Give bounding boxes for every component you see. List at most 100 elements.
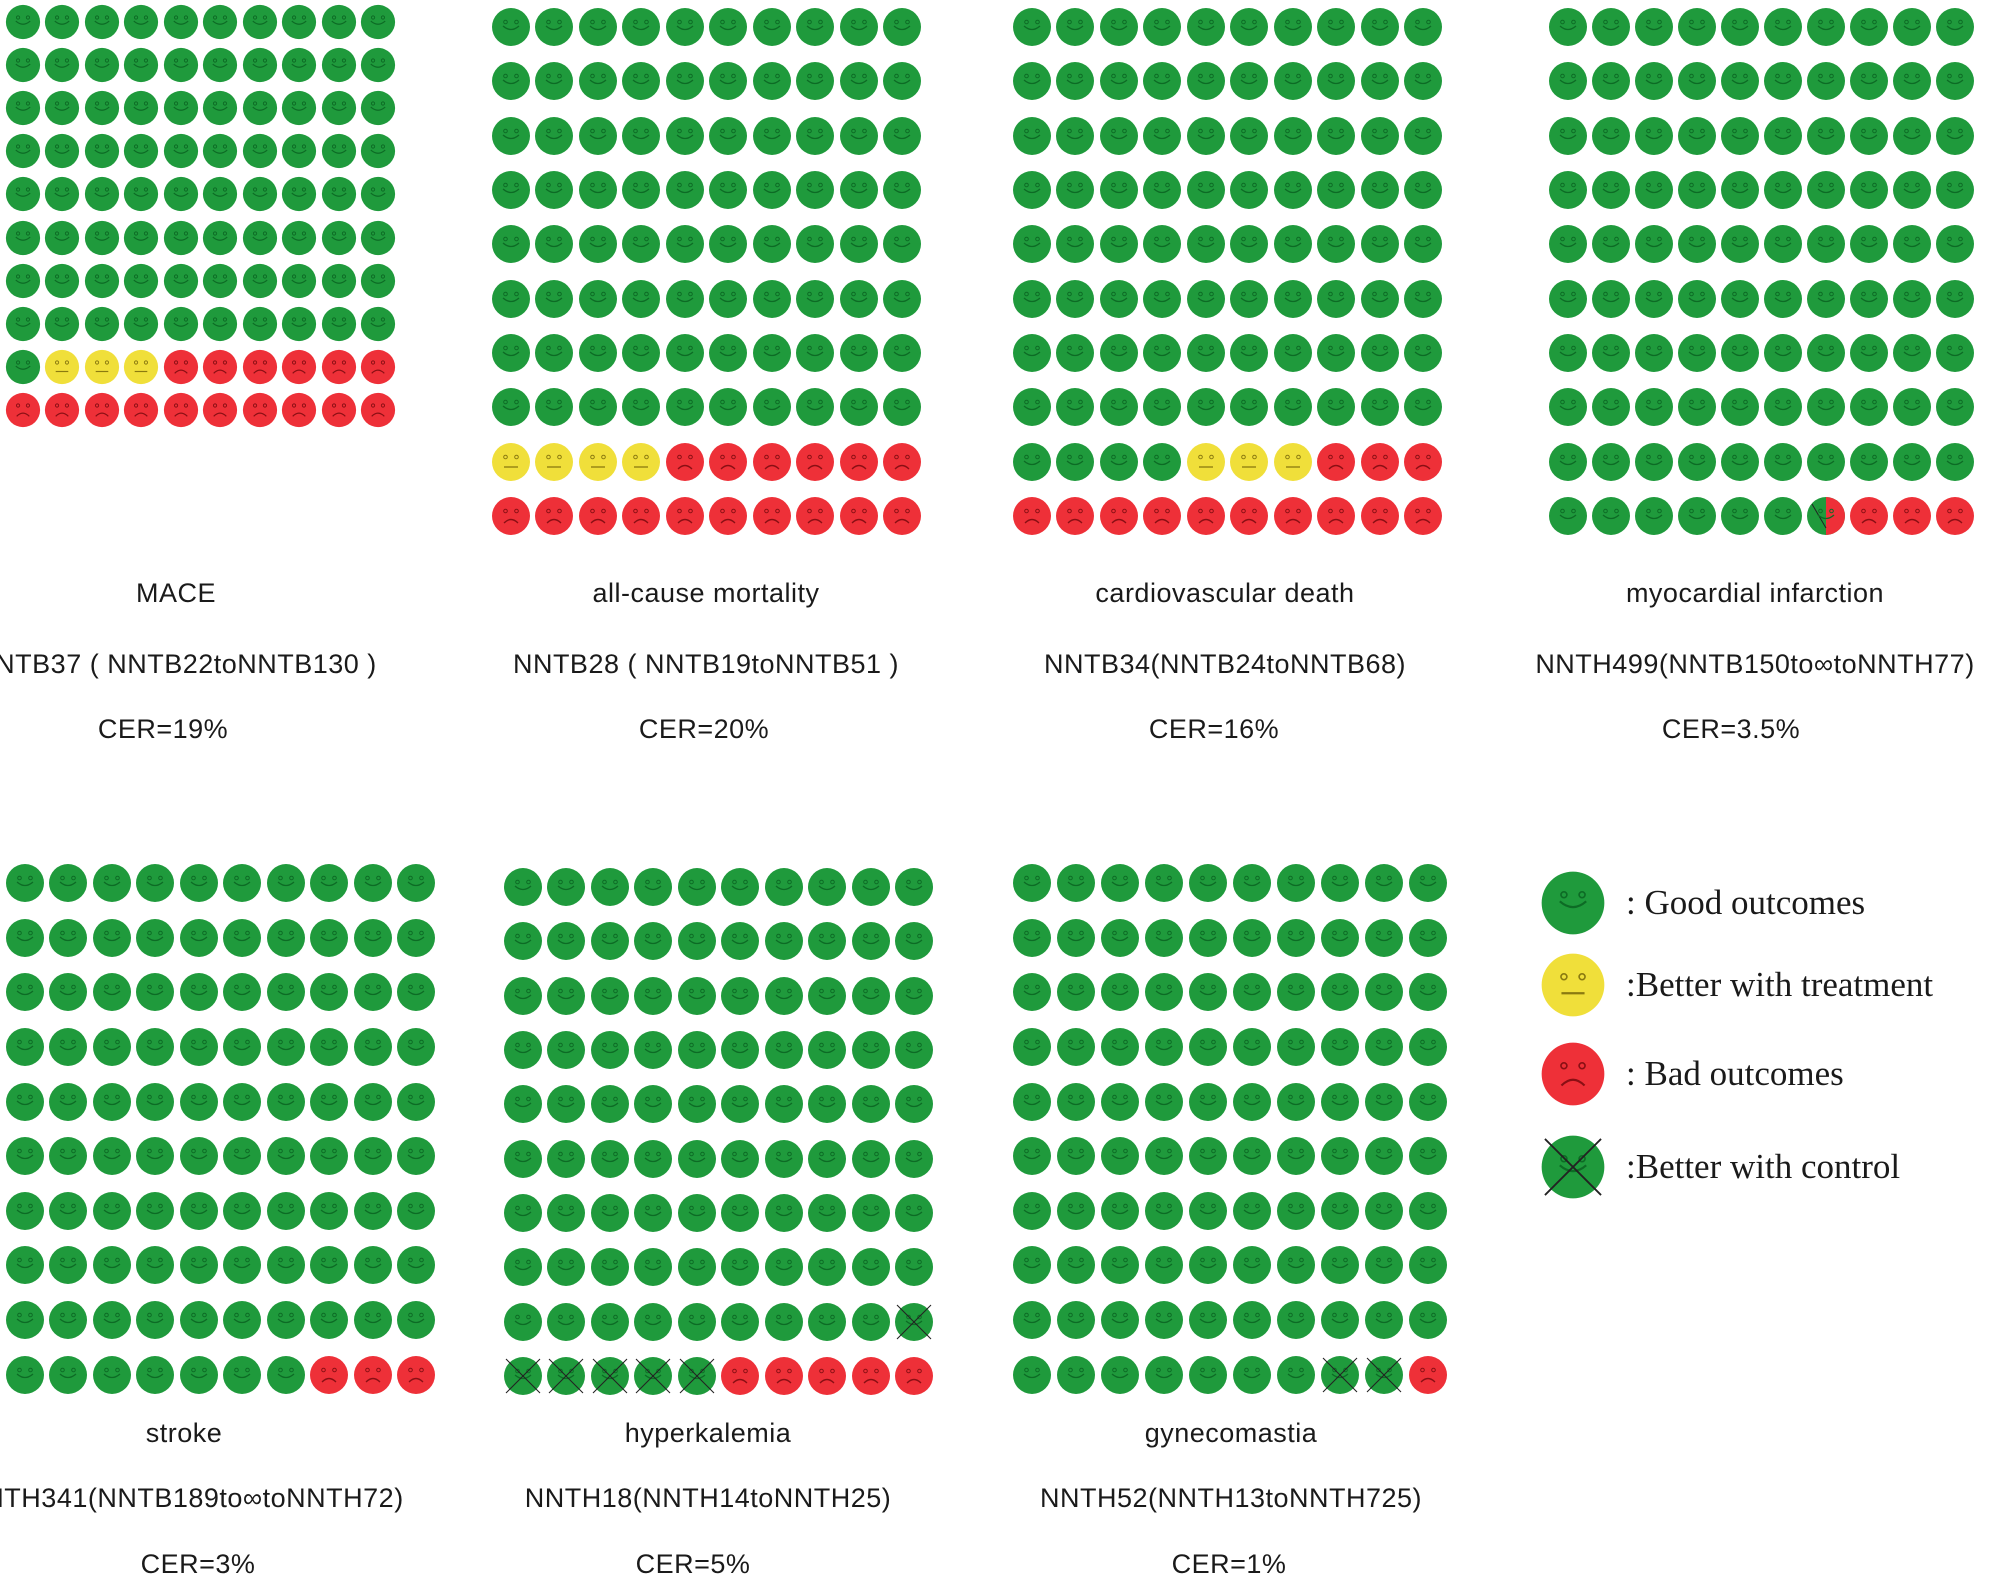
good-outcome-face-icon (1186, 1347, 1230, 1402)
good-outcome-face-icon (82, 86, 122, 129)
good-outcome-face-icon (501, 1023, 545, 1077)
good-outcome-face-icon (1718, 380, 1761, 434)
face-grid (489, 0, 924, 543)
good-outcome-face-icon (1274, 856, 1318, 911)
good-outcome-face-icon (837, 217, 881, 271)
good-outcome-face-icon (1098, 1184, 1142, 1239)
good-outcome-face-icon (201, 130, 241, 173)
panel-title: stroke (145, 1418, 223, 1448)
good-outcome-face-icon (201, 302, 241, 345)
good-outcome-face-icon (1406, 1020, 1450, 1075)
good-outcome-face-icon (3, 856, 47, 911)
bad-outcome-face-icon (489, 489, 533, 543)
good-outcome-face-icon (47, 965, 91, 1020)
good-outcome-face-icon (177, 1129, 221, 1184)
good-outcome-face-icon (1010, 911, 1054, 966)
good-outcome-face-icon (240, 86, 280, 129)
good-outcome-face-icon (319, 0, 359, 43)
good-outcome-face-icon (794, 54, 838, 108)
good-outcome-face-icon (82, 216, 122, 259)
bad-outcome-face-icon (82, 389, 122, 432)
good-outcome-face-icon (1230, 1238, 1274, 1293)
good-outcome-face-icon (1362, 1293, 1406, 1348)
good-outcome-face-icon (849, 1023, 893, 1077)
good-outcome-face-icon (201, 259, 241, 302)
good-outcome-face-icon (1141, 434, 1185, 488)
good-outcome-face-icon (1097, 434, 1141, 488)
good-outcome-face-icon (308, 1020, 352, 1075)
good-outcome-face-icon (3, 1074, 47, 1129)
good-outcome-face-icon (881, 0, 925, 54)
good-outcome-face-icon (122, 0, 162, 43)
good-outcome-face-icon (806, 1294, 850, 1348)
bad-outcome-face-icon (1315, 434, 1359, 488)
good-outcome-face-icon (122, 86, 162, 129)
good-outcome-face-icon (794, 380, 838, 434)
good-outcome-face-icon (1184, 271, 1228, 325)
good-outcome-face-icon (620, 163, 664, 217)
good-outcome-face-icon (1186, 1020, 1230, 1075)
better-with-treatment-face-icon (1184, 434, 1228, 488)
good-outcome-face-icon (620, 54, 664, 108)
good-outcome-face-icon (588, 1077, 632, 1131)
good-outcome-face-icon (489, 326, 533, 380)
bad-outcome-face-icon (576, 489, 620, 543)
bad-outcome-face-icon (280, 389, 320, 432)
good-outcome-face-icon (1589, 326, 1632, 380)
good-outcome-face-icon (893, 1186, 937, 1240)
bad-outcome-face-icon (1406, 1347, 1450, 1402)
good-outcome-face-icon (588, 1294, 632, 1348)
good-outcome-face-icon (1098, 1074, 1142, 1129)
good-outcome-face-icon (1406, 965, 1450, 1020)
good-outcome-face-icon (1847, 163, 1890, 217)
good-outcome-face-icon (1228, 0, 1272, 54)
good-outcome-face-icon (588, 914, 632, 968)
good-outcome-face-icon (47, 1074, 91, 1129)
good-outcome-face-icon (240, 173, 280, 216)
good-outcome-face-icon (351, 856, 395, 911)
good-outcome-face-icon (1010, 217, 1054, 271)
good-outcome-face-icon (3, 86, 43, 129)
good-outcome-face-icon (1098, 1347, 1142, 1402)
good-outcome-face-icon (632, 914, 676, 968)
bad-outcome-face-icon (1358, 489, 1402, 543)
good-outcome-face-icon (134, 1020, 178, 1075)
good-outcome-face-icon (161, 43, 201, 86)
good-outcome-face-icon (489, 54, 533, 108)
good-outcome-face-icon (576, 109, 620, 163)
good-outcome-face-icon (632, 860, 676, 914)
good-outcome-face-icon (1054, 380, 1098, 434)
good-outcome-face-icon (1186, 911, 1230, 966)
bad-outcome-face-icon (240, 346, 280, 389)
good-outcome-face-icon (221, 1129, 265, 1184)
good-outcome-face-icon (1358, 163, 1402, 217)
cer-label: CER=20% (638, 714, 770, 744)
good-outcome-face-icon (1847, 434, 1890, 488)
good-outcome-face-icon (122, 173, 162, 216)
good-outcome-face-icon (632, 1077, 676, 1131)
good-outcome-face-icon (177, 1184, 221, 1239)
good-outcome-face-icon (489, 163, 533, 217)
good-outcome-face-icon (849, 1294, 893, 1348)
good-outcome-face-icon (1184, 163, 1228, 217)
good-outcome-face-icon (90, 965, 134, 1020)
good-outcome-face-icon (893, 1240, 937, 1294)
good-outcome-face-icon (762, 1131, 806, 1185)
good-outcome-face-icon (1010, 109, 1054, 163)
nnt-label: NNTH18(NNTH14toNNTH25) (524, 1483, 892, 1513)
good-outcome-face-icon (1228, 54, 1272, 108)
good-outcome-face-icon (675, 1294, 719, 1348)
good-outcome-face-icon (395, 1074, 439, 1129)
good-outcome-face-icon (1546, 109, 1589, 163)
good-outcome-face-icon (1358, 271, 1402, 325)
good-outcome-face-icon (1675, 434, 1718, 488)
good-outcome-face-icon (893, 1023, 937, 1077)
good-outcome-face-icon (221, 1020, 265, 1075)
good-outcome-face-icon (1274, 911, 1318, 966)
good-outcome-face-icon (1054, 434, 1098, 488)
good-outcome-face-icon (280, 0, 320, 43)
better-with-control-face-icon (545, 1349, 589, 1403)
good-outcome-face-icon (1406, 1238, 1450, 1293)
good-outcome-face-icon (545, 1023, 589, 1077)
good-outcome-face-icon (545, 969, 589, 1023)
